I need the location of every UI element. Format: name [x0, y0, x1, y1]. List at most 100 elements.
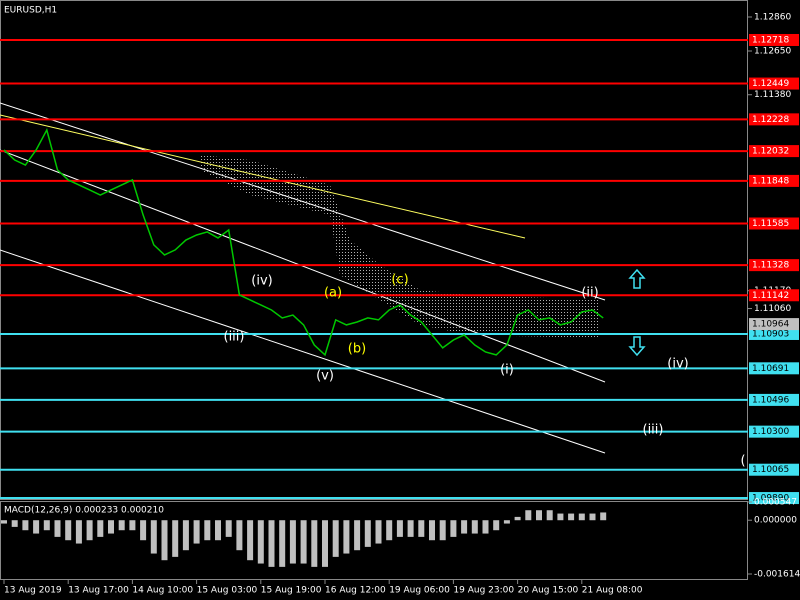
histogram-bar	[204, 520, 211, 541]
histogram-bar	[343, 520, 350, 554]
histogram-bar	[450, 520, 457, 537]
histogram-bar	[108, 520, 114, 534]
level-label-box	[749, 463, 799, 476]
level-label-box	[749, 174, 799, 187]
level-label: 1.12228	[752, 115, 789, 125]
level-label: 1.10496	[752, 395, 789, 405]
histogram-bar	[418, 520, 425, 537]
level-label: 1.11328	[752, 261, 789, 271]
histogram-bar	[429, 520, 435, 541]
wave-label: (iii)	[643, 423, 664, 438]
symbol-label: EURUSD,H1	[4, 6, 57, 16]
histogram-bar	[289, 520, 296, 564]
histogram-bar	[503, 520, 510, 524]
level-label-box	[749, 113, 799, 126]
y-tick-label: 0.000547	[754, 498, 797, 508]
histogram-bar	[140, 520, 147, 541]
histogram-bar	[257, 520, 264, 564]
level-label-box	[749, 425, 799, 438]
histogram-bar	[493, 520, 500, 531]
histogram-bar	[43, 520, 50, 531]
histogram-bar	[182, 520, 189, 551]
level-label-box	[749, 327, 799, 340]
x-tick-label: 21 Aug 08:00	[582, 586, 643, 596]
histogram-bar	[172, 520, 179, 557]
histogram-bar	[161, 520, 168, 561]
level-label: 1.11585	[752, 219, 789, 229]
y-tick-label: -0.001614	[754, 570, 800, 580]
wave-label: (v)	[316, 369, 334, 384]
histogram-bar	[225, 520, 232, 537]
histogram-bar	[215, 520, 221, 541]
histogram-bar	[546, 510, 553, 521]
histogram-bar	[54, 520, 61, 537]
histogram-bar	[311, 520, 318, 567]
histogram-bar	[279, 520, 286, 567]
histogram-bar	[332, 520, 339, 557]
level-label: 1.10065	[752, 465, 789, 475]
wave-label: (iv)	[251, 274, 272, 289]
histogram-bar	[150, 520, 157, 554]
x-tick-label: 13 Aug 17:00	[68, 586, 129, 596]
histogram-bar	[407, 520, 414, 537]
x-tick-label: 14 Aug 10:00	[132, 586, 193, 596]
price-label-box	[749, 318, 799, 331]
macd-label: MACD(12,26,9) 0.000233 0.000210	[4, 506, 164, 516]
x-tick-label: 15 Aug 03:00	[197, 586, 258, 596]
level-label: 1.10691	[752, 364, 789, 374]
level-label: 1.11142	[752, 291, 789, 301]
y-tick-label: 1.11060	[754, 304, 791, 314]
histogram-bar	[386, 520, 393, 541]
y-tick-label: 1.12650	[754, 47, 791, 57]
level-label: 1.12718	[752, 35, 789, 45]
level-label-box	[749, 362, 799, 375]
y-tick-label: 1.12860	[754, 12, 791, 22]
y-tick-label: 0.000000	[754, 516, 797, 526]
histogram-bar	[375, 520, 382, 544]
level-label: 1.12449	[752, 79, 789, 89]
histogram-bar	[578, 513, 585, 521]
histogram-bar	[86, 520, 93, 541]
wave-label: (ii)	[581, 286, 598, 301]
histogram-bar	[247, 520, 254, 561]
x-tick-label: 13 Aug 2019	[4, 586, 62, 596]
histogram-bar	[322, 520, 328, 567]
x-tick-label: 20 Aug 15:00	[518, 586, 579, 596]
histogram-bar	[236, 520, 243, 551]
x-tick-label: 15 Aug 19:00	[261, 586, 322, 596]
macd-panel-frame	[0, 501, 748, 580]
histogram-bar	[118, 520, 125, 531]
histogram-bar	[536, 510, 542, 521]
histogram-bar	[568, 513, 575, 521]
histogram-bar	[11, 520, 18, 527]
x-tick-label: 19 Aug 23:00	[453, 586, 514, 596]
histogram-bar	[193, 520, 200, 544]
wave-label: (iii)	[224, 330, 245, 345]
histogram-bar	[268, 520, 275, 567]
x-tick-label: 19 Aug 06:00	[389, 586, 450, 596]
channel-line	[0, 249, 606, 454]
histogram-bar	[364, 520, 371, 547]
y-tick-label: 1.11380	[754, 90, 791, 100]
trend-line	[0, 114, 526, 239]
price-line	[3, 128, 604, 357]
level-label-box	[749, 145, 799, 158]
histogram-bar	[97, 520, 104, 537]
histogram-bar	[589, 513, 596, 521]
level-label-box	[749, 33, 799, 46]
histogram-bar	[461, 520, 468, 534]
wave-label: (	[740, 454, 745, 469]
histogram-bar	[33, 520, 40, 534]
up-arrow	[628, 268, 646, 289]
wave-label: (b)	[348, 342, 366, 357]
histogram-bar	[396, 520, 403, 537]
level-label-box	[749, 77, 799, 90]
level-label: 1.10300	[752, 427, 789, 437]
histogram-bar	[439, 520, 446, 541]
level-label: 1.11848	[752, 176, 789, 186]
level-label-box	[749, 289, 799, 302]
histogram-bar	[75, 520, 82, 544]
histogram-bar	[525, 510, 532, 521]
level-label: 1.12032	[752, 147, 789, 157]
